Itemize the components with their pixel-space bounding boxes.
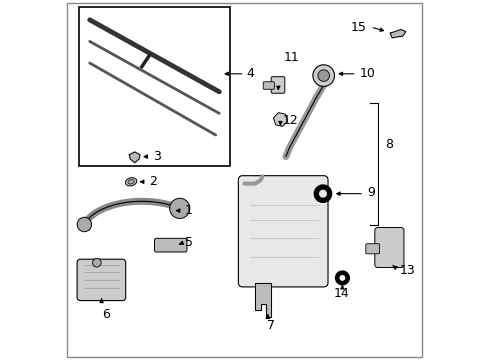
Bar bbox=[79, 7, 230, 166]
Text: 10: 10 bbox=[359, 67, 375, 80]
Text: 13: 13 bbox=[399, 264, 414, 276]
Polygon shape bbox=[129, 152, 140, 163]
Text: 6: 6 bbox=[102, 309, 110, 321]
Circle shape bbox=[92, 258, 101, 267]
Polygon shape bbox=[255, 283, 271, 317]
Circle shape bbox=[169, 198, 189, 219]
Text: 14: 14 bbox=[333, 287, 349, 300]
Text: 12: 12 bbox=[282, 114, 298, 127]
Text: 8: 8 bbox=[384, 138, 392, 150]
Circle shape bbox=[77, 217, 91, 232]
Text: 3: 3 bbox=[152, 150, 160, 163]
Ellipse shape bbox=[128, 180, 134, 184]
Polygon shape bbox=[389, 30, 405, 38]
Text: 2: 2 bbox=[149, 175, 157, 188]
FancyBboxPatch shape bbox=[374, 228, 403, 267]
FancyBboxPatch shape bbox=[238, 176, 327, 287]
Circle shape bbox=[312, 65, 334, 86]
Text: 4: 4 bbox=[245, 67, 253, 80]
Text: 5: 5 bbox=[185, 237, 193, 249]
FancyBboxPatch shape bbox=[154, 238, 186, 252]
Text: 9: 9 bbox=[366, 186, 374, 199]
Ellipse shape bbox=[125, 178, 137, 186]
FancyBboxPatch shape bbox=[365, 244, 379, 254]
FancyBboxPatch shape bbox=[270, 77, 284, 93]
FancyBboxPatch shape bbox=[263, 82, 274, 89]
Text: 15: 15 bbox=[350, 21, 366, 33]
Circle shape bbox=[317, 70, 329, 81]
Text: 1: 1 bbox=[185, 204, 193, 217]
Text: 7: 7 bbox=[267, 319, 275, 332]
Text: 11: 11 bbox=[284, 51, 299, 64]
FancyBboxPatch shape bbox=[77, 259, 125, 301]
